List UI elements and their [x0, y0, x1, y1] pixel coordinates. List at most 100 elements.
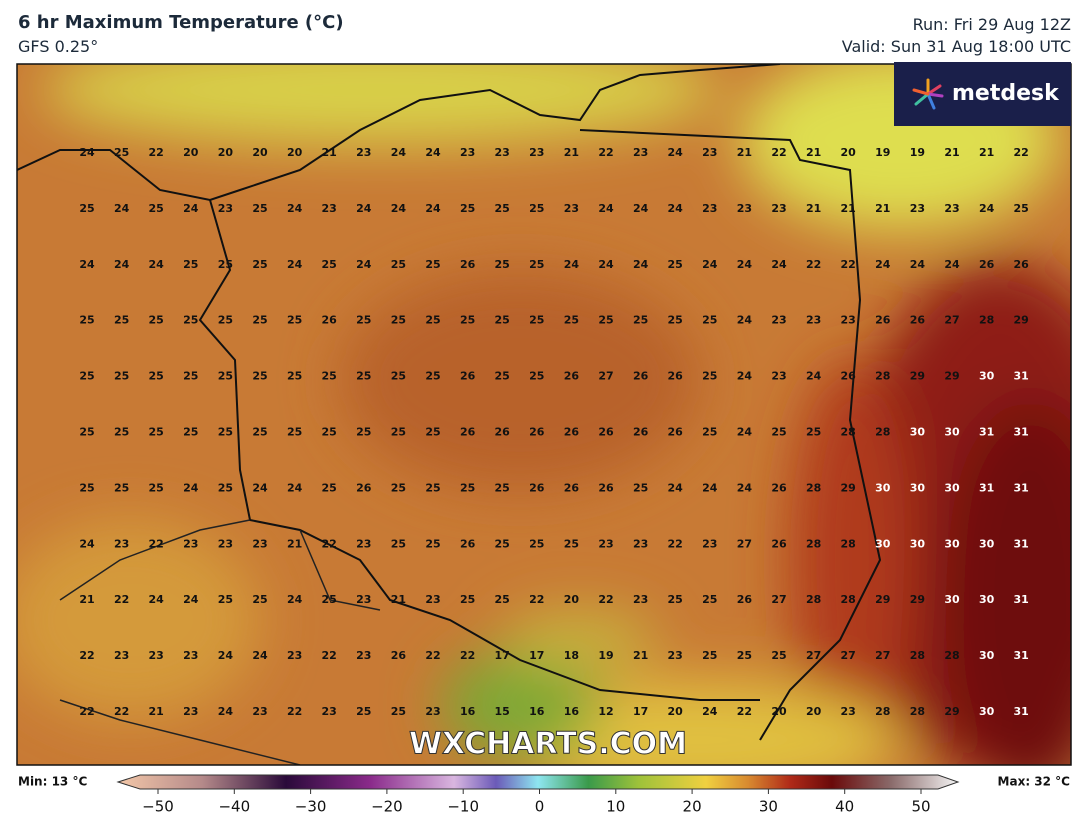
- grid-value: 21: [564, 146, 579, 159]
- grid-value: 25: [391, 370, 406, 383]
- grid-value: 26: [322, 314, 338, 327]
- grid-value: 24: [702, 481, 718, 494]
- grid-value: 25: [529, 314, 544, 327]
- grid-value: 28: [875, 705, 890, 718]
- logo-text: metdesk: [952, 81, 1060, 106]
- grid-value: 30: [979, 705, 995, 718]
- grid-value: 28: [875, 426, 890, 439]
- map-frame: [16, 63, 1072, 766]
- grid-value: 25: [495, 370, 510, 383]
- grid-value: 21: [287, 537, 302, 550]
- grid-value: 15: [495, 705, 510, 718]
- colorbar-tick-label: 20: [683, 798, 702, 816]
- grid-value: 25: [495, 258, 510, 271]
- grid-value: 28: [979, 314, 994, 327]
- grid-value: 31: [1014, 370, 1029, 383]
- grid-value: 26: [564, 426, 580, 439]
- grid-value: 25: [114, 481, 129, 494]
- grid-value: 25: [460, 593, 475, 606]
- grid-value: 30: [910, 537, 926, 550]
- grid-value: 21: [737, 146, 752, 159]
- grid-value: 23: [702, 146, 717, 159]
- grid-value: 27: [598, 370, 613, 383]
- grid-value: 25: [633, 314, 648, 327]
- grid-value: 17: [495, 649, 510, 662]
- legend-max: Max: 32 °C: [998, 775, 1071, 789]
- grid-value: 24: [287, 202, 303, 215]
- grid-value: 26: [564, 481, 580, 494]
- grid-value: 31: [979, 481, 994, 494]
- grid-value: 25: [668, 314, 683, 327]
- grid-value: 26: [875, 314, 891, 327]
- grid-value: 24: [598, 258, 614, 271]
- grid-value: 24: [944, 258, 960, 271]
- subtitle: GFS 0.25°: [18, 37, 99, 56]
- grid-value: 25: [322, 370, 337, 383]
- grid-value: 31: [1014, 537, 1029, 550]
- grid-value: 31: [1014, 705, 1029, 718]
- grid-value: 24: [668, 146, 684, 159]
- grid-value: 28: [910, 649, 925, 662]
- grid-value: 29: [875, 593, 890, 606]
- grid-value: 25: [702, 426, 717, 439]
- grid-value: 16: [564, 705, 580, 718]
- grid-value: 25: [252, 258, 267, 271]
- grid-value: 25: [149, 370, 164, 383]
- grid-value: 25: [495, 593, 510, 606]
- grid-value: 25: [322, 426, 337, 439]
- grid-value: 29: [910, 370, 925, 383]
- grid-value: 24: [425, 146, 441, 159]
- grid-value: 22: [149, 146, 164, 159]
- grid-value: 25: [149, 314, 164, 327]
- grid-value: 25: [633, 481, 648, 494]
- grid-value: 23: [841, 314, 856, 327]
- grid-value: 25: [218, 258, 233, 271]
- grid-value: 25: [114, 146, 129, 159]
- grid-value: 23: [425, 705, 440, 718]
- grid-value: 23: [633, 593, 648, 606]
- grid-value: 26: [460, 370, 476, 383]
- grid-value: 24: [979, 202, 995, 215]
- grid-value: 21: [79, 593, 94, 606]
- grid-value: 29: [944, 705, 959, 718]
- grid-value: 21: [944, 146, 959, 159]
- grid-value: 25: [668, 593, 683, 606]
- grid-value: 26: [910, 314, 926, 327]
- grid-value: 20: [668, 705, 684, 718]
- grid-value: 21: [322, 146, 337, 159]
- grid-value: 26: [841, 370, 857, 383]
- grid-value: 23: [668, 649, 683, 662]
- grid-value: 24: [252, 649, 268, 662]
- grid-value: 20: [564, 593, 580, 606]
- colorbar-tick-label: −40: [218, 798, 250, 816]
- grid-value: 25: [391, 426, 406, 439]
- grid-value: 30: [944, 537, 960, 550]
- grid-value: 23: [564, 202, 579, 215]
- grid-value: 26: [391, 649, 407, 662]
- grid-value: 19: [598, 649, 613, 662]
- grid-value: 22: [287, 705, 302, 718]
- grid-value: 25: [564, 537, 579, 550]
- grid-value: 24: [79, 258, 95, 271]
- grid-value: 22: [114, 705, 129, 718]
- colorbar-tick-label: 40: [835, 798, 854, 816]
- grid-value: 25: [79, 426, 94, 439]
- grid-value: 30: [944, 426, 960, 439]
- grid-value: 25: [702, 314, 717, 327]
- grid-value: 20: [841, 146, 857, 159]
- grid-value: 25: [356, 314, 371, 327]
- grid-value: 21: [391, 593, 406, 606]
- grid-value: 25: [564, 314, 579, 327]
- grid-value: 24: [79, 146, 95, 159]
- grid-value: 24: [564, 258, 580, 271]
- grid-value: 24: [114, 202, 130, 215]
- grid-value: 26: [633, 426, 649, 439]
- grid-value: 19: [875, 146, 890, 159]
- grid-value: 28: [944, 649, 959, 662]
- grid-value: 23: [183, 537, 198, 550]
- grid-value: 26: [564, 370, 580, 383]
- grid-value: 25: [460, 314, 475, 327]
- grid-value: 26: [598, 481, 614, 494]
- grid-value: 25: [425, 314, 440, 327]
- grid-value: 25: [460, 481, 475, 494]
